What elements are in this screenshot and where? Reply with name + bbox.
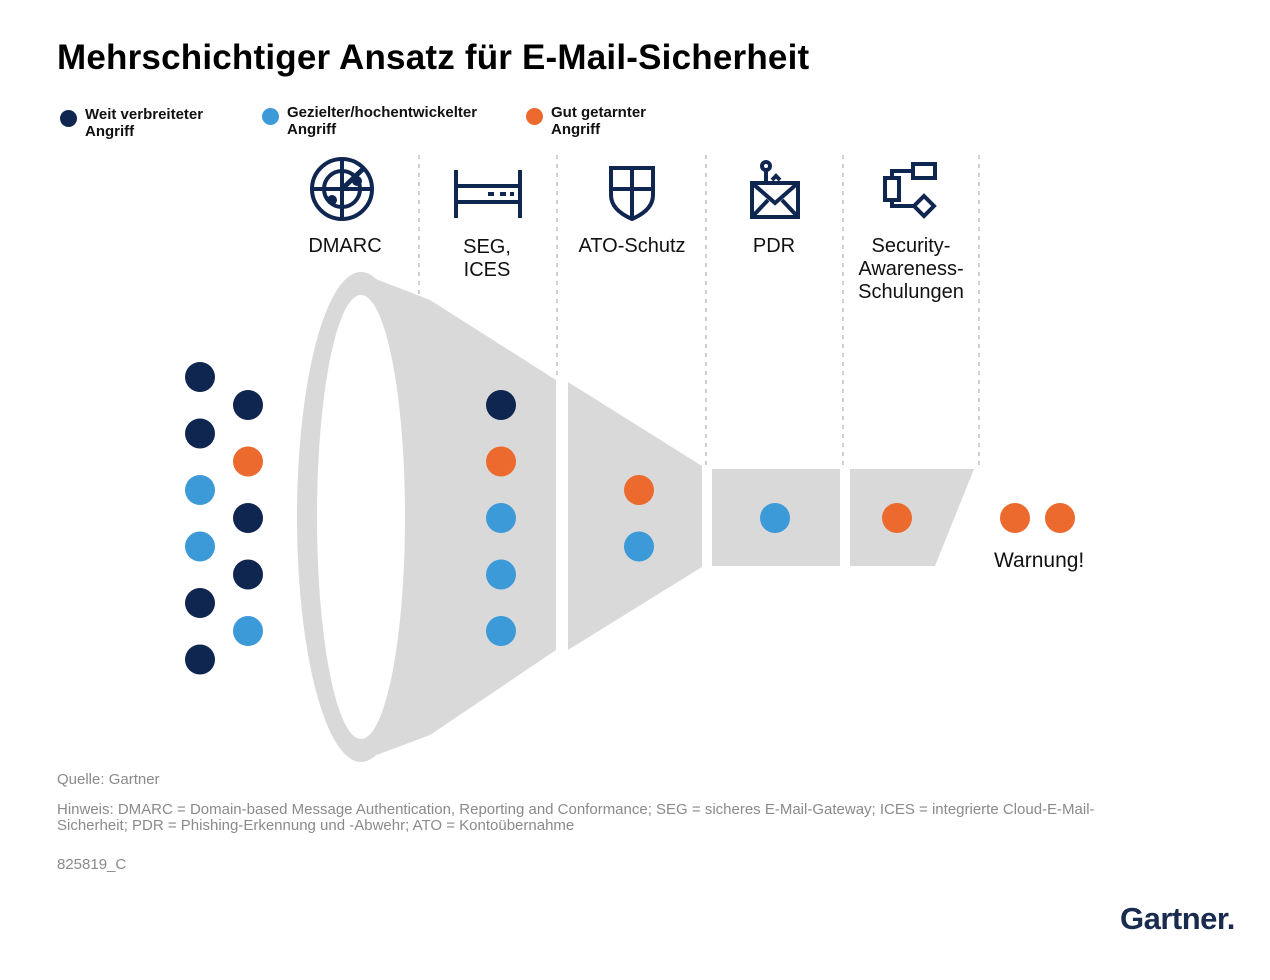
legend-item-targeted: Gezielter/hochentwickelter Angriff xyxy=(262,104,512,138)
stage-label-training: Security- Awareness- Schulungen xyxy=(858,235,964,303)
incoming-attack-dot xyxy=(233,559,263,590)
incoming-attack-dot xyxy=(233,503,263,533)
post-dmarc-attack-dot xyxy=(486,559,516,590)
radar-icon xyxy=(310,157,374,221)
shield-icon xyxy=(609,166,655,222)
stage-label-seg-ices: SEG, ICES xyxy=(463,236,511,281)
incoming-attack-dot xyxy=(185,418,215,449)
legend-item-disguised: Gut getarnter Angriff xyxy=(526,104,671,138)
funnel-ring-opening xyxy=(317,295,405,739)
post-seg-attack-dot xyxy=(624,475,654,505)
document-id: 825819_C xyxy=(57,856,127,873)
warning-label: Warnung! xyxy=(994,549,1085,572)
legend-item-widespread: Weit verbreiteter Angriff xyxy=(60,106,235,140)
incoming-attack-dot xyxy=(185,475,215,505)
gateway-icon xyxy=(454,170,522,218)
legend-label: Weit verbreiteter Angriff xyxy=(85,106,204,140)
post-ato-attack-dot xyxy=(760,503,790,533)
post-dmarc-attack-dot xyxy=(486,446,516,477)
funnel-segment-training xyxy=(850,469,974,566)
post-dmarc-attack-dot xyxy=(486,390,516,420)
footnote: Hinweis: DMARC = Domain-based Message Au… xyxy=(57,801,1095,834)
flowchart-icon xyxy=(883,162,937,219)
page-title: Mehrschichtiger Ansatz für E-Mail-Sicher… xyxy=(57,38,810,77)
incoming-attack-dot xyxy=(233,616,263,646)
funnel-segment-ato xyxy=(568,382,702,650)
mail-alert-icon xyxy=(750,160,800,219)
stage-label-dmarc: DMARC xyxy=(308,235,382,257)
escaped-attack-dot xyxy=(1045,503,1075,533)
legend-label: Gezielter/hochentwickelter Angriff xyxy=(287,104,478,138)
legend-dot xyxy=(526,108,543,125)
incoming-attack-dot xyxy=(185,531,215,562)
incoming-attack-dot xyxy=(185,362,215,392)
post-pdr-attack-dot xyxy=(882,503,912,533)
incoming-attack-dot xyxy=(185,588,215,618)
incoming-attack-dot xyxy=(185,644,215,675)
incoming-attack-dot xyxy=(233,446,263,477)
post-dmarc-attack-dot xyxy=(486,616,516,646)
stage-label-ato: ATO-Schutz xyxy=(578,235,686,257)
escaped-attack-dot xyxy=(1000,503,1030,533)
stage-separators xyxy=(418,155,980,466)
post-seg-attack-dot xyxy=(624,531,654,562)
incoming-attack-dot xyxy=(233,390,263,420)
gartner-logo: Gartner. xyxy=(1120,901,1235,936)
legend-label: Gut getarnter Angriff xyxy=(551,104,647,138)
legend-dot xyxy=(60,110,77,127)
post-dmarc-attack-dot xyxy=(486,503,516,533)
stage-label-pdr: PDR xyxy=(752,235,796,257)
legend-dot xyxy=(262,108,279,125)
attack-dots xyxy=(185,362,1075,675)
source-note: Quelle: Gartner xyxy=(57,771,160,788)
